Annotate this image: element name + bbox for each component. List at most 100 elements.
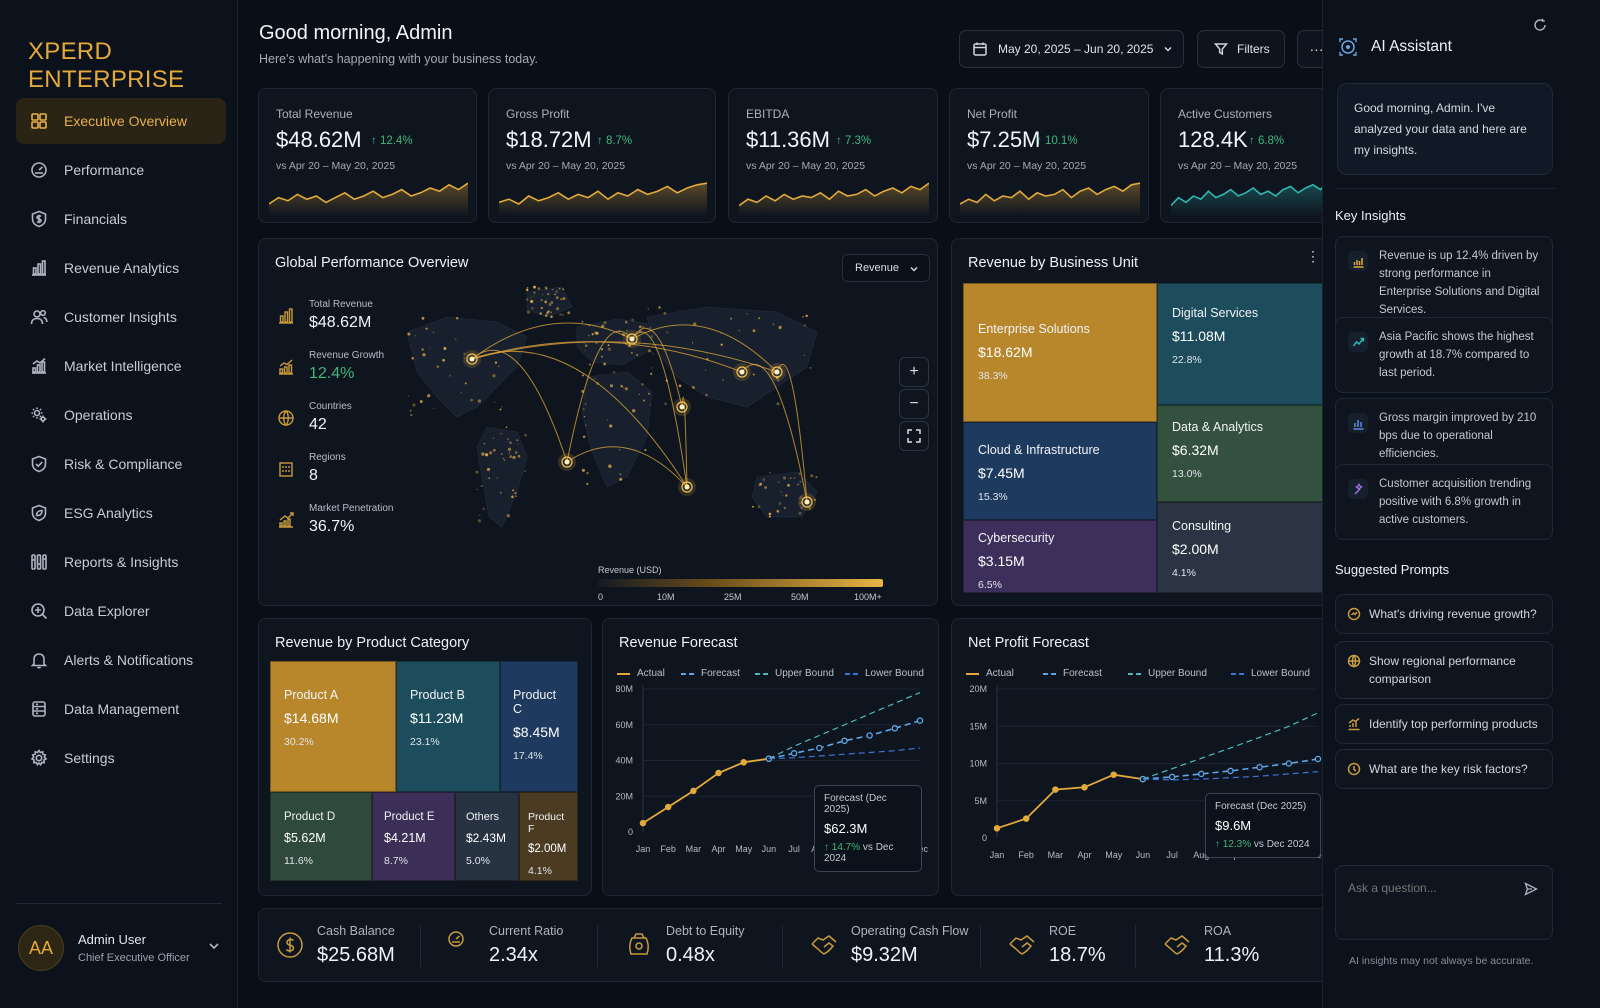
legend-item-forecast[interactable]: Forecast — [1043, 668, 1102, 679]
fullscreen-button[interactable] — [899, 421, 929, 451]
sidebar: XPERD ENTERPRISE Executive Overview Perfo… — [0, 0, 238, 1008]
sidebar-item-market-intelligence[interactable]: Market Intelligence — [16, 343, 226, 389]
sidebar-item-alerts-notifications[interactable]: Alerts & Notifications — [16, 637, 226, 683]
treemap-tile-product-a[interactable]: Product A $14.68M 30.2% — [270, 661, 396, 792]
send-icon[interactable] — [1524, 882, 1538, 896]
world-map[interactable] — [377, 277, 877, 577]
ask-question-input[interactable] — [1348, 877, 1518, 899]
key-insight-card[interactable]: Revenue is up 12.4% driven by strong per… — [1335, 236, 1553, 330]
data-point[interactable] — [916, 717, 924, 724]
data-point[interactable] — [1081, 784, 1088, 791]
treemap-tile-digital-services[interactable]: Digital Services $11.08M 22.8% — [1157, 283, 1327, 405]
brand-logo[interactable]: XPERD ENTERPRISE — [28, 38, 185, 93]
key-insight-card[interactable]: Gross margin improved by 210 bps due to … — [1335, 398, 1553, 474]
metric-dropdown[interactable]: Revenue — [842, 254, 930, 282]
treemap-tile-consulting[interactable]: Consulting $2.00M 4.1% — [1157, 502, 1327, 593]
legend-item-upper-bound[interactable]: Upper Bound — [755, 668, 834, 679]
sidebar-item-data-management[interactable]: Data Management — [16, 686, 226, 732]
treemap-tile-data-analytics[interactable]: Data & Analytics $6.32M 13.0% — [1157, 405, 1327, 502]
kpi-card-net-profit[interactable]: Net Profit $7.25M ↑ 10.1% vs Apr 20 – May 2… — [949, 88, 1149, 223]
data-point[interactable] — [690, 787, 697, 795]
treemap-tile-product-c[interactable]: Product C $8.45M 17.4% — [500, 661, 578, 792]
ratio-stat-current-ratio[interactable]: Current Ratio 2.34x — [447, 909, 563, 981]
legend-item-actual[interactable]: Actual — [617, 668, 665, 679]
chevron-down-icon[interactable] — [208, 940, 220, 952]
treemap-tile-cybersecurity[interactable]: Cybersecurity $3.15M 6.5% — [963, 520, 1157, 593]
suggested-prompt[interactable]: Show regional performance comparison — [1335, 641, 1553, 699]
tile-name: Product E — [384, 811, 435, 823]
forecast-tooltip: Forecast (Dec 2025) $9.6M ↑ 12.3% vs Dec… — [1205, 793, 1321, 858]
sidebar-item-performance[interactable]: Performance — [16, 147, 226, 193]
treemap-tile-cloud-infrastructure[interactable]: Cloud & Infrastructure $7.45M 15.3% — [963, 422, 1157, 520]
data-point[interactable] — [841, 737, 848, 745]
treemap-tile-product-e[interactable]: Product E $4.21M 8.7% — [372, 792, 455, 881]
data-point[interactable] — [993, 825, 1001, 832]
data-point[interactable] — [1022, 815, 1030, 822]
data-point[interactable] — [639, 819, 647, 827]
treemap-tile-product-d[interactable]: Product D $5.62M 11.6% — [270, 792, 372, 881]
ratio-stat-roe[interactable]: ROE 18.7% — [1007, 909, 1106, 981]
legend-item-lower-bound[interactable]: Lower Bound — [1231, 668, 1310, 679]
sidebar-item-operations[interactable]: Operations — [16, 392, 226, 438]
legend-label: Lower Bound — [1251, 668, 1310, 679]
treemap-tile-product-f[interactable]: Product F $2.00M 4.1% — [519, 792, 578, 881]
assistant-input-box[interactable] — [1335, 865, 1553, 940]
panel-menu-button[interactable]: ⋮ — [1306, 248, 1320, 264]
legend-item-upper-bound[interactable]: Upper Bound — [1128, 668, 1207, 679]
sidebar-item-reports-insights[interactable]: Reports & Insights — [16, 539, 226, 585]
suggested-prompt[interactable]: What are the key risk factors? — [1335, 749, 1553, 789]
data-point[interactable] — [715, 769, 722, 777]
legend-item-lower-bound[interactable]: Lower Bound — [845, 668, 924, 679]
key-insight-card[interactable]: Asia Pacific shows the highest growth at… — [1335, 317, 1553, 393]
ratio-stat-cash-balance[interactable]: Cash Balance $25.68M — [275, 909, 395, 981]
sidebar-item-risk-compliance[interactable]: Risk & Compliance — [16, 441, 226, 487]
tooltip-value: $62.3M — [824, 821, 868, 836]
user-profile[interactable]: AA Admin User Chief Executive Officer — [18, 922, 226, 974]
revenue-forecast-chart[interactable]: 020M40M60M80MJanFebMarAprMayJunJulAugSep… — [603, 619, 940, 897]
data-point[interactable] — [1110, 771, 1117, 778]
filters-button[interactable]: Filters — [1197, 30, 1285, 68]
date-range-picker[interactable]: May 20, 2025 – Jun 20, 2025 — [959, 30, 1184, 68]
data-point[interactable] — [790, 750, 798, 757]
suggested-prompt[interactable]: What's driving revenue growth? — [1335, 594, 1553, 634]
data-point[interactable] — [1227, 767, 1234, 775]
data-point[interactable] — [1285, 760, 1293, 767]
sidebar-item-financials[interactable]: Financials — [16, 196, 226, 242]
sidebar-item-revenue-analytics[interactable]: Revenue Analytics — [16, 245, 226, 291]
treemap-tile-others[interactable]: Others $2.43M 5.0% — [455, 792, 519, 881]
sidebar-item-executive-overview[interactable]: Executive Overview — [16, 98, 226, 144]
data-point[interactable] — [1314, 755, 1322, 763]
data-point[interactable] — [664, 803, 672, 811]
kpi-card-ebitda[interactable]: EBITDA $11.36M ↑ 7.3% vs Apr 20 – May 20, 2… — [728, 88, 938, 223]
sidebar-item-esg-analytics[interactable]: ESG Analytics — [16, 490, 226, 536]
kpi-card-gross-profit[interactable]: Gross Profit $18.72M ↑ 8.7% vs Apr 20 – May… — [488, 88, 716, 223]
data-point[interactable] — [740, 759, 747, 766]
data-point[interactable] — [866, 732, 873, 739]
suggested-prompt[interactable]: Identify top performing products — [1335, 704, 1553, 744]
legend-item-actual[interactable]: Actual — [966, 668, 1014, 679]
ratio-stat-debt-to-equity[interactable]: Debt to Equity 0.48x — [624, 909, 745, 981]
data-point[interactable] — [1052, 786, 1059, 793]
sidebar-item-customer-insights[interactable]: Customer Insights — [16, 294, 226, 340]
sidebar-item-settings[interactable]: Settings — [16, 735, 226, 781]
refresh-icon[interactable] — [1533, 18, 1547, 32]
treemap-tile-product-b[interactable]: Product B $11.23M 23.1% — [396, 661, 500, 792]
insight-text: Customer acquisition trending positive w… — [1379, 478, 1532, 526]
ratio-stat-operating-cash-flow[interactable]: Operating Cash Flow $9.32M — [809, 909, 968, 981]
data-point[interactable] — [1198, 770, 1205, 778]
ratio-stat-roa[interactable]: ROA 11.3% — [1162, 909, 1259, 981]
key-insight-card[interactable]: Customer acquisition trending positive w… — [1335, 464, 1553, 540]
legend-item-forecast[interactable]: Forecast — [681, 668, 740, 679]
data-point[interactable] — [816, 744, 823, 752]
zoom-out-button[interactable]: − — [899, 389, 929, 419]
data-point[interactable] — [1256, 763, 1263, 771]
treemap-tile-enterprise-solutions[interactable]: Enterprise Solutions $18.62M 38.3% — [963, 283, 1157, 422]
data-point[interactable] — [1168, 773, 1176, 781]
data-point[interactable] — [891, 725, 899, 732]
sidebar-item-data-explorer[interactable]: Data Explorer — [16, 588, 226, 634]
kpi-card-active-customers[interactable]: Active Customers 128.4K ↑ 6.8% vs Apr 20 – … — [1160, 88, 1337, 223]
zoom-in-button[interactable]: + — [899, 357, 929, 387]
kpi-card-total-revenue[interactable]: Total Revenue $48.62M ↑ 12.4% vs Apr 20 – M… — [258, 88, 477, 223]
revenue-forecast-panel: Revenue Forecast Actual Forecast Upper Bou… — [602, 618, 939, 896]
sidebar-item-label: Customer Insights — [64, 309, 177, 325]
